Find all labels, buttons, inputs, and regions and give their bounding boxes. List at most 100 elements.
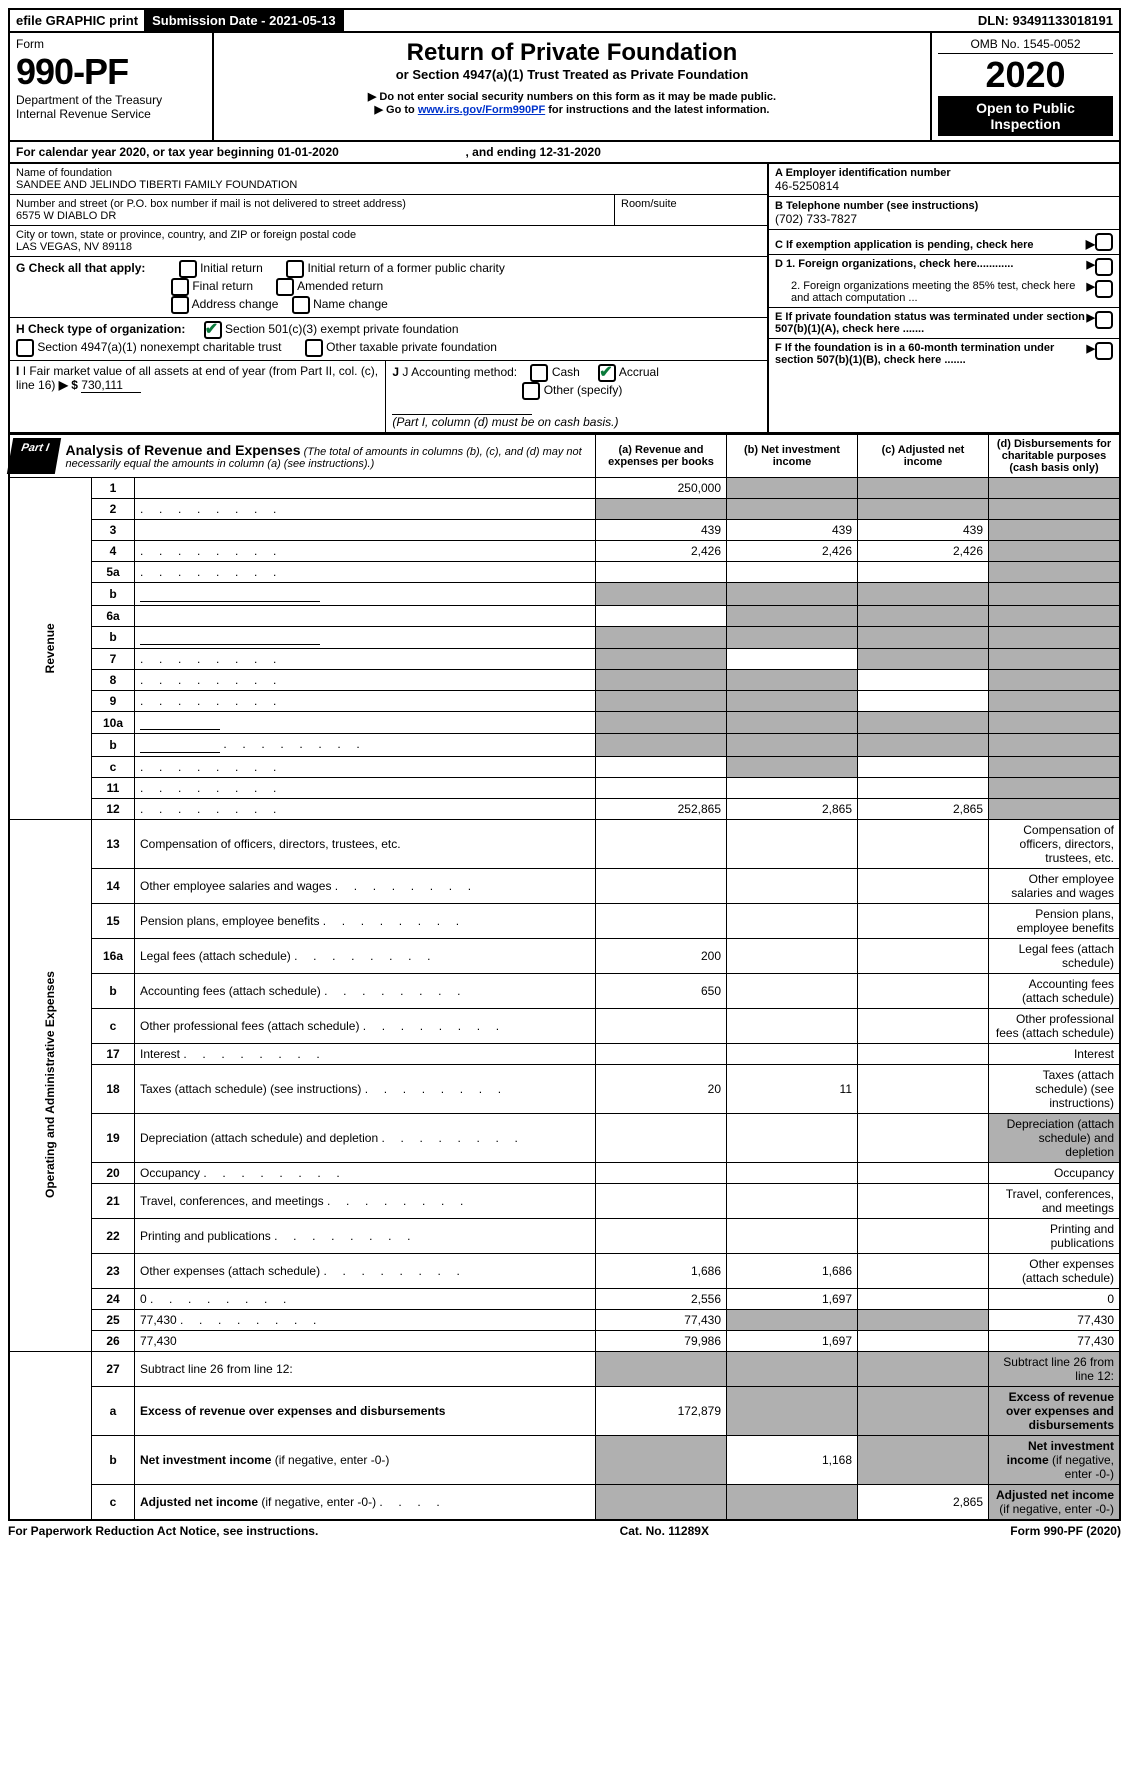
amended-return-checkbox[interactable] (276, 278, 294, 296)
table-cell (727, 669, 858, 690)
4947a1-checkbox[interactable] (16, 339, 34, 357)
table-row: 16aLegal fees (attach schedule) . . . . … (9, 938, 1120, 973)
line-number: 14 (92, 868, 135, 903)
table-cell (858, 734, 989, 756)
table-cell (727, 583, 858, 605)
table-cell: 250,000 (596, 478, 727, 499)
form-subtitle: or Section 4947(a)(1) Trust Treated as P… (224, 67, 920, 82)
form-number: 990-PF (16, 51, 206, 93)
d2-checkbox[interactable] (1095, 280, 1113, 298)
table-row: cOther professional fees (attach schedul… (9, 1008, 1120, 1043)
table-cell (596, 1435, 727, 1484)
table-cell: 11 (727, 1064, 858, 1113)
line-description: Occupancy . . . . . . . . (135, 1162, 596, 1183)
line-number: 6a (92, 605, 135, 626)
table-cell: 1,686 (727, 1253, 858, 1288)
table-row: 22Printing and publications . . . . . . … (9, 1218, 1120, 1253)
other-method-checkbox[interactable] (522, 382, 540, 400)
table-cell: 77,430 (989, 1330, 1121, 1351)
table-cell: 2,865 (858, 1484, 989, 1520)
d2-label: 2. Foreign organizations meeting the 85%… (775, 280, 1087, 304)
line-description: Net investment income (if negative, ente… (135, 1435, 596, 1484)
initial-return-checkbox[interactable] (179, 260, 197, 278)
other-taxable-checkbox[interactable] (305, 339, 323, 357)
accrual-checkbox[interactable] (598, 364, 616, 382)
line-description: Depreciation (attach schedule) and deple… (135, 1113, 596, 1162)
address-change-checkbox[interactable] (171, 296, 189, 314)
line-number: 25 (92, 1309, 135, 1330)
section-h: H Check type of organization: Section 50… (10, 318, 767, 361)
table-cell: 252,865 (596, 798, 727, 819)
section-label: Operating and Administrative Expenses (9, 819, 92, 1351)
table-cell (596, 499, 727, 520)
f-checkbox[interactable] (1095, 342, 1113, 360)
table-cell (858, 478, 989, 499)
table-row: c . . . . . . . . (9, 756, 1120, 777)
table-cell (596, 868, 727, 903)
c-checkbox[interactable] (1095, 233, 1113, 251)
line-description: . . . . . . . . (135, 669, 596, 690)
line-number: 23 (92, 1253, 135, 1288)
table-cell (596, 903, 727, 938)
table-cell: 77,430 (989, 1309, 1121, 1330)
table-row: bAccounting fees (attach schedule) . . .… (9, 973, 1120, 1008)
header-right: OMB No. 1545-0052 2020 Open to Public In… (932, 33, 1119, 140)
table-cell (596, 1484, 727, 1520)
cash-checkbox[interactable] (530, 364, 548, 382)
table-cell (727, 819, 858, 868)
e-label: E If private foundation status was termi… (775, 311, 1087, 335)
table-cell (858, 938, 989, 973)
d1-checkbox[interactable] (1095, 258, 1113, 276)
line-description: Other employee salaries and wages . . . … (135, 868, 596, 903)
table-row: 6a (9, 605, 1120, 626)
name-change-checkbox[interactable] (292, 296, 310, 314)
table-cell (727, 1008, 858, 1043)
initial-former-checkbox[interactable] (286, 260, 304, 278)
table-cell (858, 1253, 989, 1288)
table-cell (858, 1330, 989, 1351)
table-cell (596, 756, 727, 777)
table-cell: 2,556 (596, 1288, 727, 1309)
table-cell (596, 626, 727, 648)
line-description: Legal fees (attach schedule) . . . . . .… (135, 938, 596, 973)
table-cell (596, 819, 727, 868)
table-cell: 650 (596, 973, 727, 1008)
line-description: Pension plans, employee benefits . . . .… (135, 903, 596, 938)
table-cell: Taxes (attach schedule) (see instruction… (989, 1064, 1121, 1113)
table-cell (989, 520, 1121, 541)
calendar-begin: For calendar year 2020, or tax year begi… (16, 145, 339, 159)
table-cell (858, 819, 989, 868)
line-description (135, 626, 596, 648)
final-return-checkbox[interactable] (171, 278, 189, 296)
line-description: Taxes (attach schedule) (see instruction… (135, 1064, 596, 1113)
table-cell (858, 1218, 989, 1253)
room-label: Room/suite (621, 198, 761, 210)
table-row: 11 . . . . . . . . (9, 777, 1120, 798)
table-cell (858, 1435, 989, 1484)
table-cell (727, 1484, 858, 1520)
table-cell (596, 1043, 727, 1064)
line-number: 11 (92, 777, 135, 798)
table-row: b . . . . . . . . (9, 734, 1120, 756)
table-cell (858, 1351, 989, 1386)
table-cell (858, 777, 989, 798)
table-cell (727, 499, 858, 520)
line-number: 26 (92, 1330, 135, 1351)
line-number: 20 (92, 1162, 135, 1183)
table-row: 2677,43079,9861,69777,430 (9, 1330, 1120, 1351)
col-a-header: (a) Revenue and expenses per books (596, 435, 727, 478)
form990pf-link[interactable]: www.irs.gov/Form990PF (418, 104, 545, 116)
table-row: 14Other employee salaries and wages . . … (9, 868, 1120, 903)
table-cell (989, 605, 1121, 626)
501c3-checkbox[interactable] (204, 321, 222, 339)
line-description (135, 605, 596, 626)
line-number: 12 (92, 798, 135, 819)
line-description: . . . . . . . . (135, 690, 596, 711)
dln: DLN: 93491133018191 (972, 10, 1119, 31)
e-checkbox[interactable] (1095, 311, 1113, 329)
line-number: 1 (92, 478, 135, 499)
part1-title: Analysis of Revenue and Expenses (66, 442, 301, 458)
table-cell (989, 478, 1121, 499)
table-cell (858, 1309, 989, 1330)
line-description: . . . . . . . . (135, 541, 596, 562)
